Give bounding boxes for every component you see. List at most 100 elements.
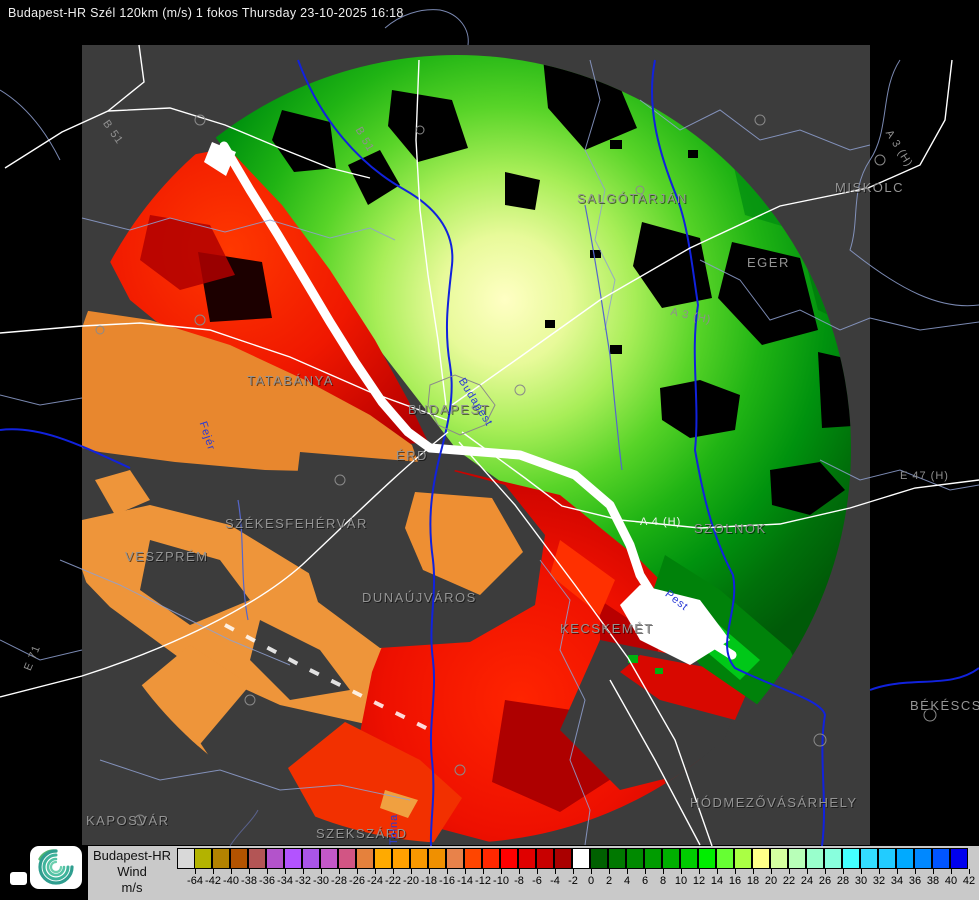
legend-swatch <box>536 848 554 869</box>
legend-tick <box>663 869 664 874</box>
legend-cell: -34 <box>266 848 293 887</box>
legend-swatch <box>644 848 662 869</box>
legend-tick <box>429 869 430 874</box>
legend-tick-label: -6 <box>532 875 542 887</box>
legend-swatch <box>356 848 374 869</box>
legend-tick-label: 34 <box>890 875 904 887</box>
legend-cell: 34 <box>878 848 903 887</box>
legend-swatch <box>177 848 195 869</box>
legend-tick-label: 36 <box>908 875 922 887</box>
legend-cell: -24 <box>356 848 383 887</box>
city-label: VESZPRÉM <box>125 549 209 564</box>
legend-swatch <box>680 848 698 869</box>
legend-tick <box>915 869 916 874</box>
legend-tick <box>969 869 970 874</box>
legend-cell: 8 <box>644 848 666 887</box>
legend-swatch <box>590 848 608 869</box>
legend-swatch <box>266 848 284 869</box>
legend-swatch <box>716 848 734 869</box>
legend-tick-label: 20 <box>764 875 778 887</box>
water-label: Fejér <box>196 420 218 453</box>
road-label: A 3 (H) <box>882 128 915 170</box>
legend-tick <box>555 869 556 874</box>
legend-tick <box>699 869 700 874</box>
legend-swatch <box>860 848 878 869</box>
legend-tick-label: -24 <box>367 875 383 887</box>
legend-swatch <box>302 848 320 869</box>
water-label: Tolna <box>388 813 400 845</box>
city-label: HÓDMEZŐVÁSÁRHELY <box>690 795 858 810</box>
city-label: BÉKÉSCSABA <box>910 698 979 713</box>
legend-swatch <box>734 848 752 869</box>
legend-tick-label: 38 <box>926 875 940 887</box>
legend-cell: 6 <box>626 848 648 887</box>
legend-tick <box>501 869 502 874</box>
legend-tick <box>249 869 250 874</box>
legend-swatch <box>770 848 788 869</box>
city-label: DUNAÚJVÁROS <box>362 590 477 605</box>
legend-cell: 30 <box>842 848 867 887</box>
page-title: Budapest-HR Szél 120km (m/s) 1 fokos Thu… <box>8 6 404 20</box>
legend-colorbar: -64 -42 -40 -38 -36 -34 -32 -30 -28 -26 -24 -22 -20-… <box>177 848 975 887</box>
city-label: TATABÁNYA <box>247 373 334 388</box>
legend-swatch <box>410 848 428 869</box>
legend-cell: -4 <box>536 848 560 887</box>
legend-tick-label: -34 <box>277 875 293 887</box>
road-label: E 71 <box>22 643 44 673</box>
legend-tick-label: 0 <box>587 875 595 887</box>
legend-cell: 40 <box>932 848 957 887</box>
legend-tick <box>375 869 376 874</box>
legend-tick-label: 16 <box>728 875 742 887</box>
legend-unit: m/s <box>121 880 143 895</box>
legend-tick-label: 6 <box>641 875 649 887</box>
legend-tick-label: -14 <box>457 875 473 887</box>
cyclone-spiral-icon <box>38 849 74 885</box>
legend-cell: -12 <box>464 848 491 887</box>
legend-tick-label: -12 <box>475 875 491 887</box>
legend-tick <box>591 869 592 874</box>
legend-cell: 36 <box>896 848 921 887</box>
legend-tick-label: -16 <box>439 875 455 887</box>
legend-cell: -30 <box>302 848 329 887</box>
legend-tick <box>483 869 484 874</box>
road-label: B 51 <box>352 125 377 155</box>
legend-swatch <box>752 848 770 869</box>
legend-tick-label: -20 <box>403 875 419 887</box>
legend-cell: 42 <box>950 848 975 887</box>
legend-tick-label: 14 <box>710 875 724 887</box>
legend-tick-label: -28 <box>331 875 347 887</box>
legend-tick-label: 12 <box>692 875 706 887</box>
legend-cell: -16 <box>428 848 455 887</box>
legend-tick-label: 30 <box>854 875 868 887</box>
legend-cell: 12 <box>680 848 705 887</box>
legend-cell: -28 <box>320 848 347 887</box>
city-label: ÉRD <box>396 448 428 463</box>
legend-cell: 18 <box>734 848 759 887</box>
legend-cell: 10 <box>662 848 687 887</box>
legend-cell: -2 <box>554 848 578 887</box>
legend-tick-label: 26 <box>818 875 832 887</box>
legend-tick-label: -42 <box>205 875 221 887</box>
legend-cell: -42 <box>194 848 221 887</box>
legend-swatch <box>806 848 824 869</box>
map-labels-layer: SALGÓTARJÁN MISKOLC EGER TATABÁNYA BUDAPEST É… <box>22 118 979 845</box>
legend-swatch <box>626 848 644 869</box>
legend-tick <box>321 869 322 874</box>
legend-tick <box>735 869 736 874</box>
legend-cell: -22 <box>374 848 401 887</box>
legend-tick-label: -30 <box>313 875 329 887</box>
legend-cell: 28 <box>824 848 849 887</box>
legend-tick-label: -32 <box>295 875 311 887</box>
legend-tick-label: 2 <box>605 875 613 887</box>
city-label: BUDAPEST <box>408 402 491 417</box>
legend-tick <box>393 869 394 874</box>
legend-swatch <box>914 848 932 869</box>
legend-tick <box>519 869 520 874</box>
legend-swatch <box>500 848 518 869</box>
legend-cell: 20 <box>752 848 777 887</box>
legend-swatch <box>608 848 626 869</box>
legend-swatch <box>788 848 806 869</box>
legend-swatch <box>338 848 356 869</box>
legend-swatch <box>518 848 536 869</box>
